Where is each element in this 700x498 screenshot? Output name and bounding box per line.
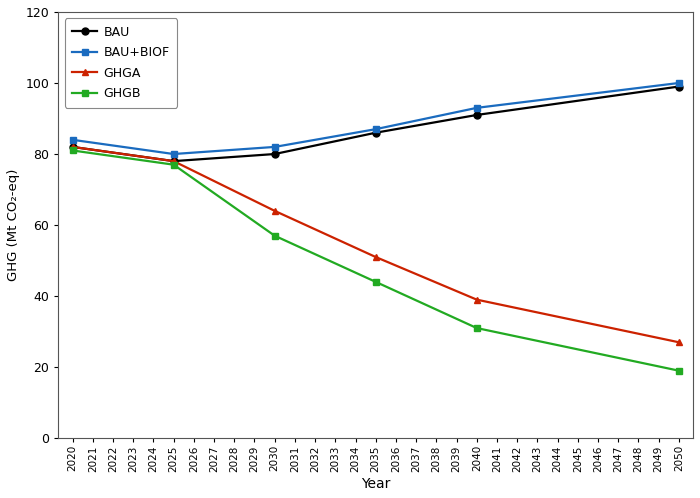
- Line: GHGA: GHGA: [69, 143, 682, 346]
- Line: BAU: BAU: [69, 83, 682, 165]
- Legend: BAU, BAU+BIOF, GHGA, GHGB: BAU, BAU+BIOF, GHGA, GHGB: [64, 18, 177, 108]
- Line: GHGB: GHGB: [69, 147, 682, 374]
- GHGA: [473, 297, 481, 303]
- GHGB: [675, 368, 683, 374]
- GHGA: [69, 144, 77, 150]
- Y-axis label: GHG (Mt CO₂-eq): GHG (Mt CO₂-eq): [7, 169, 20, 281]
- GHGB: [270, 233, 279, 239]
- BAU: [372, 129, 380, 135]
- BAU+BIOF: [372, 126, 380, 132]
- Line: BAU+BIOF: BAU+BIOF: [69, 80, 682, 157]
- GHGB: [69, 147, 77, 153]
- BAU+BIOF: [675, 80, 683, 86]
- BAU: [69, 144, 77, 150]
- GHGA: [270, 208, 279, 214]
- BAU: [675, 84, 683, 90]
- GHGA: [169, 158, 178, 164]
- GHGA: [372, 254, 380, 260]
- BAU+BIOF: [270, 144, 279, 150]
- BAU: [270, 151, 279, 157]
- BAU+BIOF: [69, 137, 77, 143]
- GHGB: [169, 162, 178, 168]
- BAU+BIOF: [169, 151, 178, 157]
- GHGB: [473, 325, 481, 331]
- BAU+BIOF: [473, 105, 481, 111]
- GHGB: [372, 279, 380, 285]
- GHGA: [675, 339, 683, 345]
- BAU: [169, 158, 178, 164]
- X-axis label: Year: Year: [361, 477, 391, 491]
- BAU: [473, 112, 481, 118]
